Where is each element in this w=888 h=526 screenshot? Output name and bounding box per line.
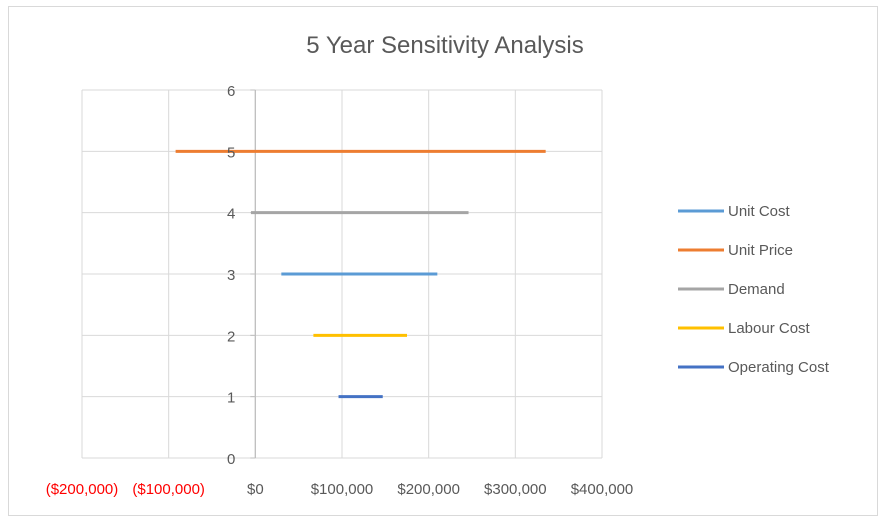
x-tick-label-1: ($100,000): [132, 481, 205, 498]
y-tick-label-0: 0: [227, 451, 235, 468]
y-tick-label-3: 3: [227, 267, 235, 284]
x-tick-label-2: $0: [247, 481, 264, 498]
x-tick-label-3: $100,000: [311, 481, 374, 498]
chart-title: 5 Year Sensitivity Analysis: [306, 32, 584, 59]
x-tick-label-0: ($200,000): [46, 481, 119, 498]
x-tick-label-6: $400,000: [571, 481, 634, 498]
series-lines: [175, 149, 546, 399]
y-tick-labels: 0 1 2 3 4 5 6: [227, 83, 235, 468]
legend-label-0: Unit Cost: [728, 203, 791, 220]
chart-frame: [8, 6, 878, 516]
y-tick-label-2: 2: [227, 328, 235, 345]
y-tick-label-5: 5: [227, 144, 235, 161]
x-tick-label-5: $300,000: [484, 481, 547, 498]
legend-label-2: Demand: [728, 281, 785, 298]
x-tick-labels: ($200,000) ($100,000) $0 $100,000 $200,000 $3…: [46, 481, 634, 498]
legend-label-1: Unit Price: [728, 242, 793, 259]
legend-label-4: Operating Cost: [728, 359, 830, 376]
legend-label-3: Labour Cost: [728, 320, 811, 337]
legend: Unit Cost Unit Price Demand Labour Cost Oper…: [678, 203, 830, 376]
x-tick-label-4: $200,000: [397, 481, 460, 498]
axes: [250, 89, 256, 459]
y-tick-label-1: 1: [227, 390, 235, 407]
y-tick-label-6: 6: [227, 83, 235, 100]
y-tick-label-4: 4: [227, 206, 235, 223]
